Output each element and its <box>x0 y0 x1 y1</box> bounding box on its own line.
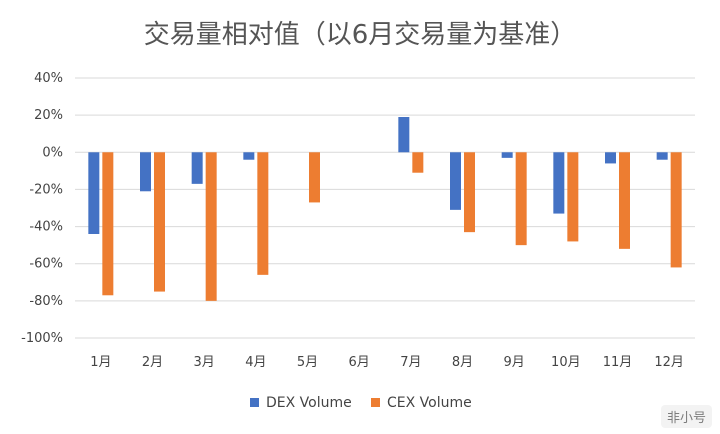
bar-dex <box>450 152 461 210</box>
bar-dex <box>191 152 203 184</box>
y-tick-label: 20% <box>34 108 63 123</box>
bar-dex <box>243 152 255 160</box>
chart-title: 交易量相对值（以6月交易量为基准） <box>143 20 577 50</box>
bar-cex <box>515 152 527 246</box>
x-tick-label: 3月 <box>194 355 215 370</box>
bar-cex <box>205 152 217 301</box>
x-tick-label: 7月 <box>400 355 421 370</box>
x-tick-label: 10月 <box>551 355 581 370</box>
bar-cex <box>257 152 269 275</box>
bar-dex <box>656 152 668 160</box>
bar-cex <box>154 152 165 292</box>
y-tick-label: -40% <box>29 220 63 235</box>
bar-dex <box>140 152 151 192</box>
legend: DEX Volume CEX Volume <box>250 395 472 411</box>
watermark-logo: 非小号 <box>660 405 712 428</box>
legend-swatch <box>250 398 259 407</box>
bar-cex <box>567 152 579 242</box>
bar-cex <box>670 152 682 268</box>
bar-dex <box>398 117 410 153</box>
bar-cex <box>412 152 424 173</box>
y-tick-label: -80% <box>29 294 63 309</box>
legend-swatch <box>371 398 380 407</box>
x-tick-label: 1月 <box>90 355 111 370</box>
bar-dex <box>501 152 513 158</box>
y-axis: 40% 20% 0% -20% -40% -60% -80% -100% <box>21 71 63 346</box>
gridlines <box>75 77 695 339</box>
x-tick-label: 8月 <box>452 355 473 370</box>
x-tick-label: 6月 <box>349 355 370 370</box>
bar-cex <box>464 152 475 233</box>
legend-label: CEX Volume <box>387 395 472 411</box>
bar-dex <box>605 152 616 164</box>
bar-dex <box>553 152 565 214</box>
x-tick-label: 9月 <box>504 355 525 370</box>
y-tick-label: 40% <box>34 71 63 86</box>
bars <box>88 117 682 301</box>
bar-cex <box>102 152 114 296</box>
x-axis: 1月 2月 3月 4月 5月 6月 7月 8月 9月 10月 11月 12月 <box>90 355 684 370</box>
x-tick-label: 2月 <box>142 355 163 370</box>
x-tick-label: 5月 <box>297 355 318 370</box>
y-tick-label: 0% <box>42 145 63 160</box>
bar-cex <box>619 152 630 249</box>
x-tick-label: 4月 <box>245 355 266 370</box>
x-tick-label: 11月 <box>603 355 633 370</box>
bar-cex <box>309 152 320 203</box>
legend-label: DEX Volume <box>266 395 352 411</box>
bar-dex <box>88 152 100 234</box>
y-tick-label: -100% <box>21 331 63 346</box>
x-tick-label: 12月 <box>654 355 684 370</box>
y-tick-label: -60% <box>29 257 63 272</box>
y-tick-label: -20% <box>29 182 63 197</box>
